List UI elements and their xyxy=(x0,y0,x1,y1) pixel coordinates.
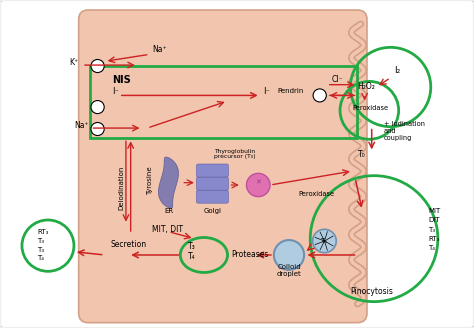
Circle shape xyxy=(91,122,104,135)
Text: T₄: T₄ xyxy=(428,245,436,251)
Text: Deiodination: Deiodination xyxy=(118,165,124,210)
Text: Golgi: Golgi xyxy=(203,208,221,214)
Circle shape xyxy=(313,229,336,253)
Text: T₀: T₀ xyxy=(321,238,328,244)
Text: Na⁺: Na⁺ xyxy=(152,45,166,54)
Text: T₃
T₄: T₃ T₄ xyxy=(188,242,196,261)
Circle shape xyxy=(91,59,104,72)
Text: T₀: T₀ xyxy=(357,150,365,159)
Circle shape xyxy=(313,89,326,102)
Text: T₃: T₃ xyxy=(428,227,436,233)
Text: Cl⁻: Cl⁻ xyxy=(331,75,343,84)
Text: RT₃: RT₃ xyxy=(37,229,49,235)
Text: Secretion: Secretion xyxy=(110,240,146,249)
Text: Pendrin: Pendrin xyxy=(277,88,303,94)
FancyBboxPatch shape xyxy=(79,10,367,323)
Text: Colloid
droplet: Colloid droplet xyxy=(277,264,301,277)
Text: DIT: DIT xyxy=(428,217,440,223)
Text: H₂O₂: H₂O₂ xyxy=(357,82,375,91)
Text: I₂: I₂ xyxy=(394,66,401,75)
Text: NIS: NIS xyxy=(112,75,130,85)
Circle shape xyxy=(274,240,304,270)
Text: Pinocytosis: Pinocytosis xyxy=(350,287,393,296)
FancyBboxPatch shape xyxy=(196,190,228,203)
Text: Thyroglobulin
precursor (T₀): Thyroglobulin precursor (T₀) xyxy=(214,149,255,159)
Text: I⁻: I⁻ xyxy=(263,87,270,96)
Text: ER: ER xyxy=(164,208,173,214)
Text: T₃: T₃ xyxy=(37,238,45,244)
Text: + Iodination
and
coupling: + Iodination and coupling xyxy=(383,121,425,141)
Text: MIT, DIT: MIT, DIT xyxy=(152,225,183,234)
Text: MIT: MIT xyxy=(428,208,441,214)
FancyBboxPatch shape xyxy=(196,164,228,177)
Text: Peroxidase: Peroxidase xyxy=(353,105,389,111)
Text: T₃: T₃ xyxy=(37,247,45,253)
Text: I⁻: I⁻ xyxy=(112,87,118,96)
Text: Peroxidase: Peroxidase xyxy=(299,191,335,197)
Text: T₄: T₄ xyxy=(37,255,45,261)
Text: Tyrosine: Tyrosine xyxy=(146,166,153,195)
Text: K⁺: K⁺ xyxy=(69,58,78,67)
Polygon shape xyxy=(158,157,179,208)
Text: Proteases: Proteases xyxy=(231,251,269,259)
FancyBboxPatch shape xyxy=(196,177,228,190)
Text: RT₃: RT₃ xyxy=(428,236,440,242)
Text: ✕: ✕ xyxy=(255,180,261,186)
Text: Na⁺: Na⁺ xyxy=(74,121,89,130)
Circle shape xyxy=(91,101,104,113)
Circle shape xyxy=(246,173,270,197)
